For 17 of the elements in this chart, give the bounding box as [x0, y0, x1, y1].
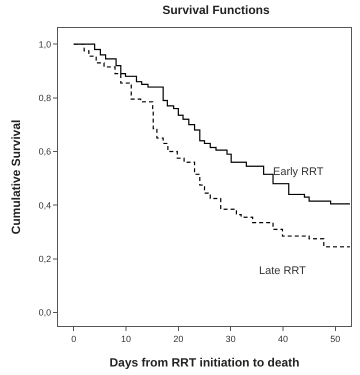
x-tick-label: 50 — [330, 334, 340, 344]
x-tick-label: 20 — [173, 334, 184, 344]
y-tick-label: 1,0 — [38, 39, 52, 50]
x-tick-label: 40 — [278, 334, 288, 344]
x-tick-label: 0 — [71, 334, 76, 344]
y-tick-label: 0,2 — [38, 254, 52, 264]
series-label: Early RRT — [273, 166, 324, 178]
x-axis-title: Days from RRT initiation to death — [109, 356, 300, 370]
y-tick-label: 0,8 — [38, 92, 52, 103]
y-tick-label: 0,0 — [38, 308, 52, 318]
y-axis-title: Cumulative Survival — [8, 120, 23, 234]
x-tick-label: 30 — [226, 334, 236, 344]
y-tick-label: 0,6 — [38, 146, 52, 157]
text: Late RRT — [259, 265, 306, 277]
y-tick-label: 0,4 — [38, 200, 52, 210]
x-tick-label: 10 — [121, 334, 132, 344]
chart-title: Survival Functions — [162, 3, 270, 18]
